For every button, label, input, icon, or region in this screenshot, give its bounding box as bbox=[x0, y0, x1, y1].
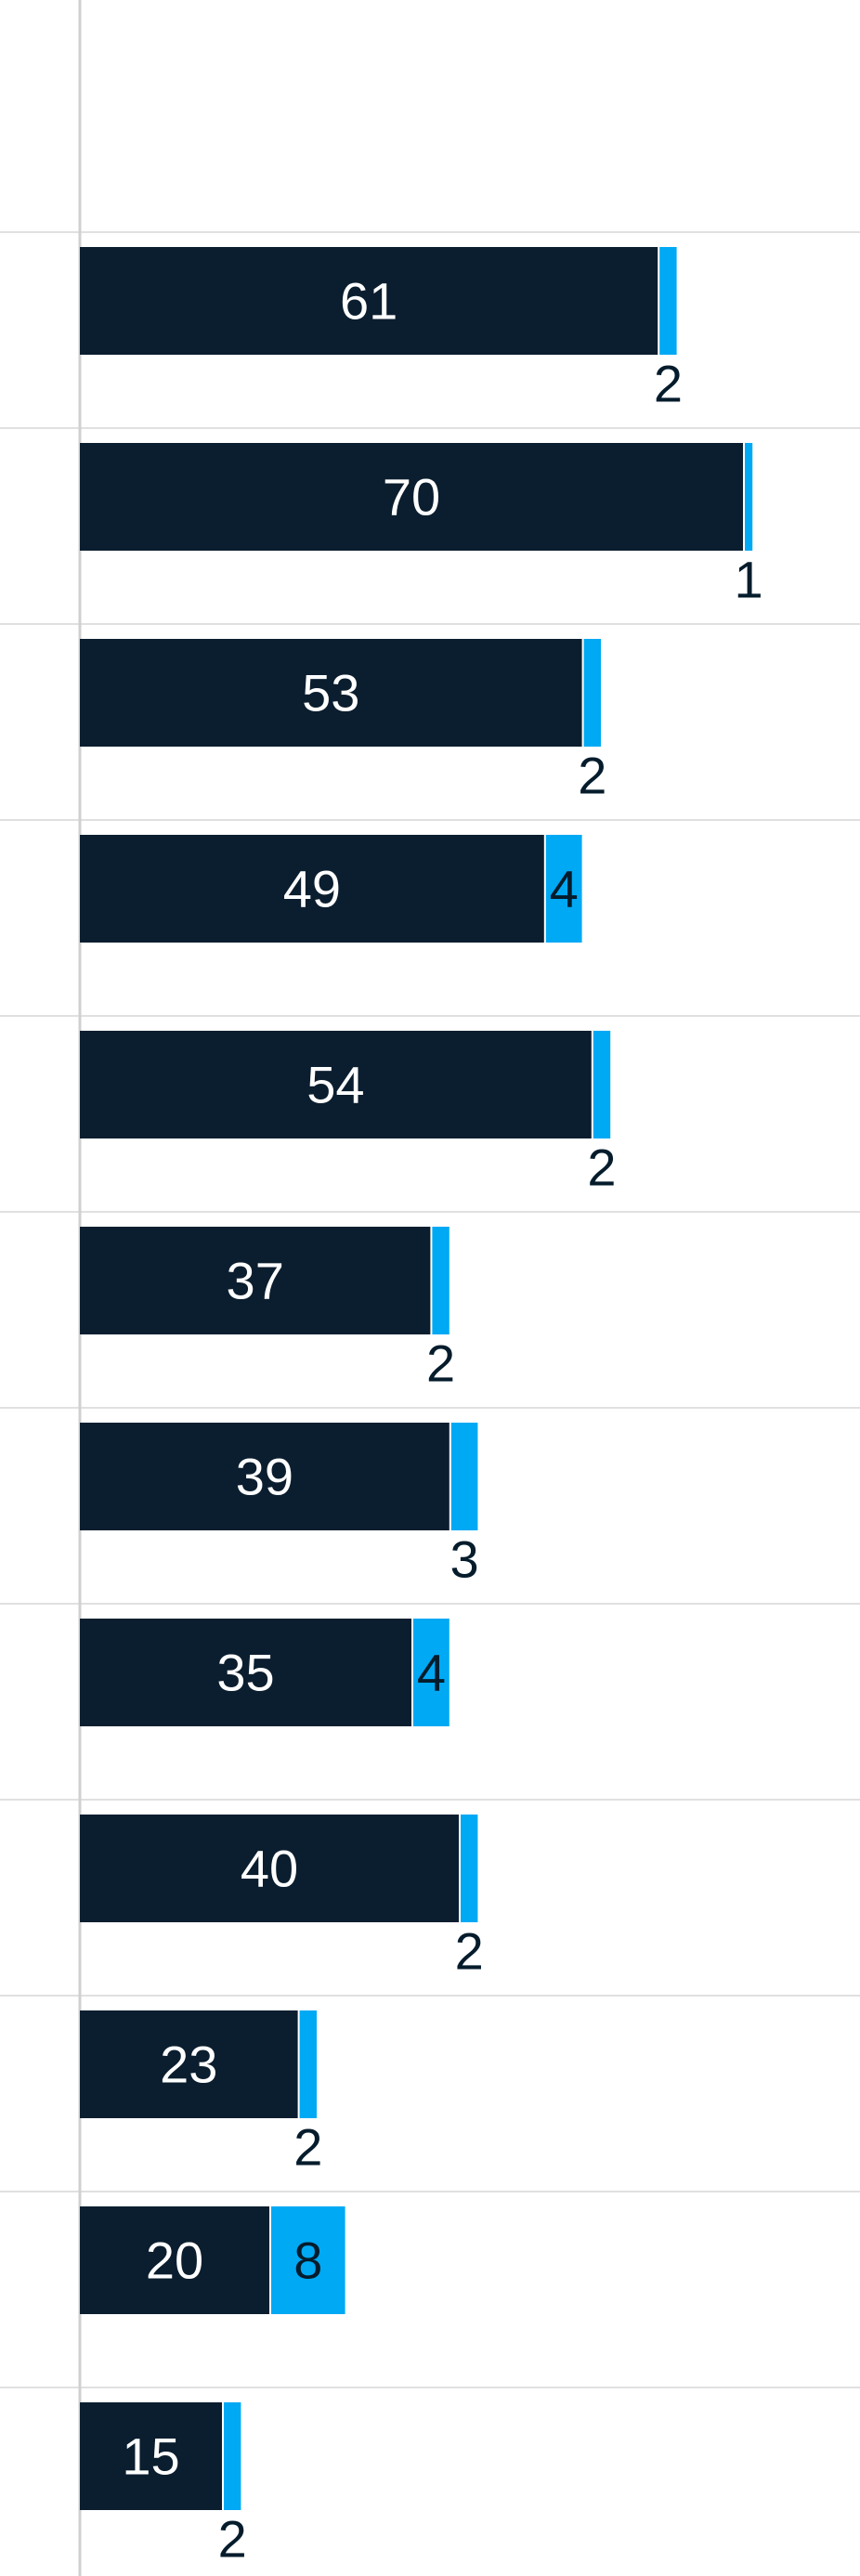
data-label-series2: 2 bbox=[654, 354, 683, 412]
data-label-series2: 2 bbox=[218, 2509, 247, 2568]
data-label-series1: 39 bbox=[236, 1448, 293, 1506]
data-label-series1: 37 bbox=[227, 1252, 284, 1310]
bar-series1 bbox=[80, 1815, 459, 1922]
bar-series2 bbox=[450, 1423, 478, 1530]
data-label-series2: 2 bbox=[426, 1334, 455, 1392]
bar-series1 bbox=[80, 2010, 298, 2118]
bar-series2 bbox=[583, 639, 601, 747]
bar-series2 bbox=[461, 1815, 478, 1922]
data-label-series1: 61 bbox=[340, 272, 397, 331]
bar-series1 bbox=[80, 247, 658, 355]
data-label-series1: 20 bbox=[146, 2231, 203, 2290]
data-label-series1: 54 bbox=[306, 1056, 364, 1114]
bar-series2 bbox=[659, 247, 677, 355]
bar-series2 bbox=[271, 2206, 345, 2314]
bar-series2 bbox=[299, 2010, 317, 2118]
data-label-series2: 2 bbox=[455, 1921, 484, 1980]
bar-series1 bbox=[80, 2402, 222, 2510]
data-label-series1: 15 bbox=[122, 2427, 179, 2486]
bar-series2 bbox=[224, 2402, 241, 2510]
bar-series2 bbox=[413, 1619, 450, 1726]
bar-series1 bbox=[80, 1031, 592, 1138]
data-label-series1: 23 bbox=[160, 2036, 217, 2094]
data-label-series2: 8 bbox=[293, 2231, 322, 2290]
data-label-series2: 2 bbox=[578, 746, 606, 804]
data-label-series1: 49 bbox=[283, 860, 341, 918]
bar-series1 bbox=[80, 1423, 450, 1530]
data-label-series1: 53 bbox=[302, 664, 359, 722]
data-label-series1: 70 bbox=[383, 468, 440, 527]
bar-series2 bbox=[745, 443, 753, 551]
bar-series1 bbox=[80, 443, 743, 551]
data-label-series1: 35 bbox=[216, 1644, 274, 1702]
data-label-series2: 2 bbox=[293, 2117, 322, 2176]
data-label-series2: 4 bbox=[417, 1644, 446, 1702]
bar-series2 bbox=[545, 835, 582, 943]
data-label-series2: 2 bbox=[587, 1138, 616, 1196]
bar-series1 bbox=[80, 1227, 431, 1334]
bar-series2 bbox=[593, 1031, 611, 1138]
bar-series1 bbox=[80, 835, 544, 943]
bar-series1 bbox=[80, 639, 582, 747]
bar-series1 bbox=[80, 2206, 269, 2314]
data-label-series2: 1 bbox=[735, 550, 763, 608]
data-label-series2: 4 bbox=[550, 860, 579, 918]
data-label-series1: 40 bbox=[241, 1840, 298, 1898]
bar-series2 bbox=[432, 1227, 450, 1334]
data-label-series2: 3 bbox=[450, 1529, 479, 1588]
bar-series1 bbox=[80, 1619, 411, 1726]
